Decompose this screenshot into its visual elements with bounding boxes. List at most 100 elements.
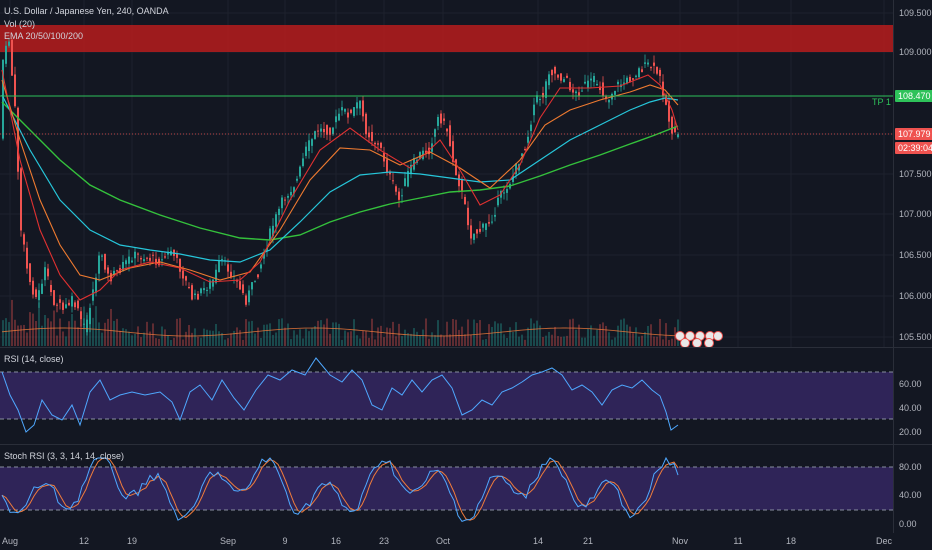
price-axis[interactable]: 109.500109.000108.500108.000107.500107.0… xyxy=(899,8,932,342)
volume-bar xyxy=(455,319,457,346)
candle xyxy=(272,225,274,237)
volume-bar xyxy=(557,336,559,346)
volume-bar xyxy=(329,333,331,346)
volume-bar xyxy=(404,329,406,346)
volume-bar xyxy=(317,320,319,346)
volume-bar xyxy=(389,328,391,346)
volume-bar xyxy=(161,326,163,346)
rsi-tick-label: 60.00 xyxy=(899,379,922,389)
stoch-indicator-label[interactable]: Stoch RSI (3, 3, 14, 14, close) xyxy=(4,451,125,461)
rsi-indicator-label[interactable]: RSI (14, close) xyxy=(4,354,64,364)
candle xyxy=(590,78,592,81)
candle xyxy=(320,128,322,132)
candle xyxy=(323,128,325,133)
candle xyxy=(260,264,262,269)
volume-bar xyxy=(164,329,166,346)
volume-bar xyxy=(119,330,121,346)
candle xyxy=(329,127,331,135)
volume-bar xyxy=(515,322,517,346)
volume-bar xyxy=(353,319,355,346)
candle xyxy=(206,289,208,291)
candle xyxy=(641,69,643,73)
event-marker xyxy=(680,338,690,348)
volume-bar xyxy=(647,325,649,346)
volume-bar xyxy=(224,339,226,346)
volume-bar xyxy=(137,326,139,346)
volume-bar xyxy=(95,306,97,346)
volume-bar xyxy=(395,336,397,346)
event-markers[interactable] xyxy=(675,331,723,348)
candle xyxy=(110,273,112,282)
volume-bar xyxy=(104,322,106,346)
volume-indicator-label[interactable]: Vol (20) xyxy=(4,19,36,29)
ema-indicator-label[interactable]: EMA 20/50/100/200 xyxy=(4,31,84,41)
volume-bar xyxy=(659,318,661,346)
candle xyxy=(353,107,355,116)
candle xyxy=(479,228,481,232)
volume-bar xyxy=(197,336,199,346)
volume-bar xyxy=(422,329,424,346)
volume-bar xyxy=(359,338,361,346)
candle xyxy=(446,128,448,132)
volume-bar xyxy=(191,332,193,346)
volume-bar xyxy=(662,339,664,346)
candle xyxy=(8,41,10,46)
resistance-zone xyxy=(0,25,893,52)
volume-bar xyxy=(182,339,184,346)
volume-bar xyxy=(596,329,598,346)
candle xyxy=(677,134,679,138)
candle xyxy=(143,259,145,262)
symbol-title[interactable]: U.S. Dollar / Japanese Yen, 240, OANDA xyxy=(4,6,169,16)
volume-bar xyxy=(242,339,244,346)
candle xyxy=(539,99,541,101)
volume-bar xyxy=(287,323,289,346)
volume-bar xyxy=(527,327,529,346)
volume-bar xyxy=(203,328,205,346)
price-tick-label: 107.500 xyxy=(899,169,932,179)
candle xyxy=(266,247,268,252)
candle xyxy=(59,299,61,303)
volume-bar xyxy=(491,326,493,346)
volume-bar xyxy=(239,330,241,346)
bar-countdown-tag: 02:39:04 xyxy=(895,142,932,154)
price-grid xyxy=(0,0,893,347)
stoch-rsi-pane[interactable] xyxy=(0,456,893,522)
candle xyxy=(131,260,133,263)
candle xyxy=(263,253,265,259)
time-axis[interactable]: Aug 12 19 Sep 9 16 23 Oct 14 21 Nov 11 18 Dec xyxy=(2,536,893,546)
candle xyxy=(467,207,469,226)
candle xyxy=(227,264,229,272)
candle xyxy=(314,131,316,139)
rsi-band xyxy=(0,372,893,419)
candle xyxy=(368,132,370,138)
volume-bar xyxy=(632,333,634,346)
candle xyxy=(656,66,658,74)
volume-bar xyxy=(35,321,37,346)
volume-bar xyxy=(8,322,10,346)
stoch-band xyxy=(0,467,893,510)
price-tick-label: 106.500 xyxy=(899,250,932,260)
volume-bar xyxy=(374,339,376,346)
volume-bar xyxy=(80,319,82,346)
volume-bar xyxy=(644,331,646,346)
stoch-axis[interactable]: 80.00 40.00 0.00 xyxy=(899,462,922,529)
candle xyxy=(41,283,43,294)
volume-bar xyxy=(365,330,367,346)
candle xyxy=(359,100,361,109)
event-marker xyxy=(685,331,695,341)
candle xyxy=(461,179,463,192)
candle xyxy=(50,284,52,293)
candle xyxy=(401,195,403,197)
volume-bar xyxy=(131,335,133,346)
candle xyxy=(638,68,640,78)
volume-bar xyxy=(656,336,658,346)
volume-bar xyxy=(212,330,214,346)
volume-bar xyxy=(221,332,223,346)
candle xyxy=(38,290,40,301)
candle xyxy=(599,86,601,91)
rsi-axis[interactable]: 60.00 40.00 20.00 xyxy=(899,379,922,437)
main-pane[interactable]: TP 1 xyxy=(0,0,893,348)
rsi-pane[interactable] xyxy=(0,357,893,433)
volume-bar xyxy=(314,325,316,346)
